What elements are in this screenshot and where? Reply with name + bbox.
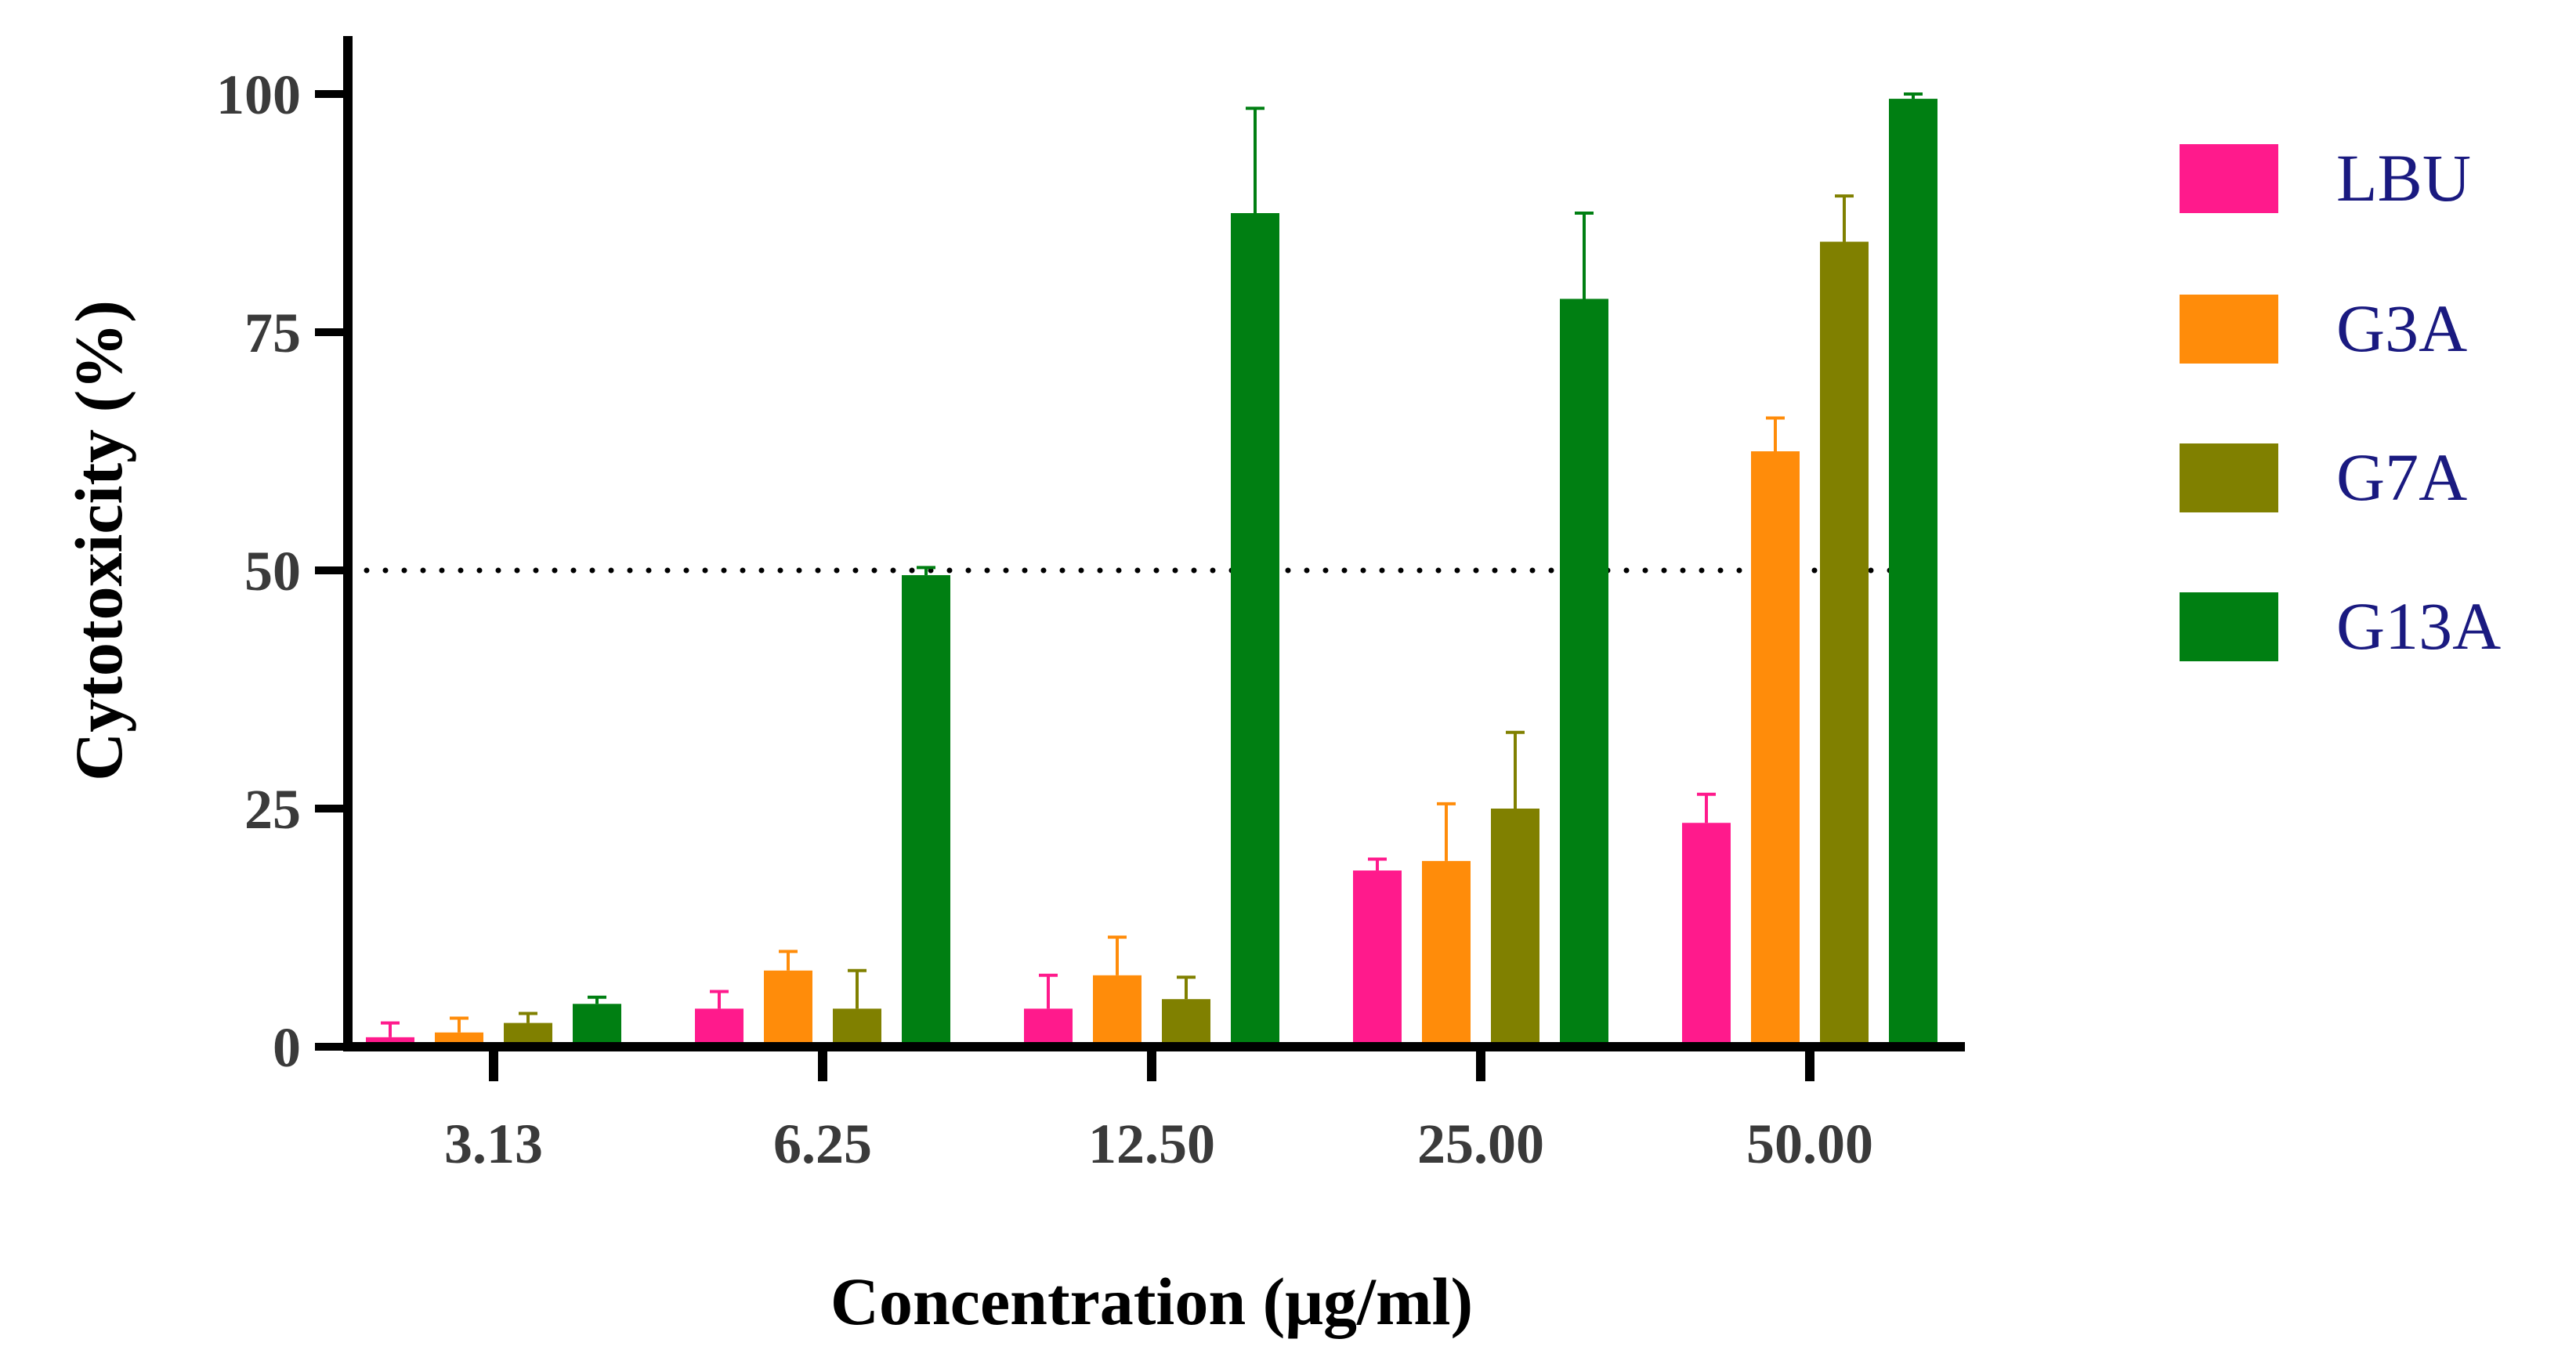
legend-item-g3a: G3A [2180, 291, 2467, 366]
bar-g13a-12.50 [1231, 213, 1279, 1047]
legend-item-g13a: G13A [2180, 588, 2501, 664]
error-bar-g7a-6.25 [848, 968, 867, 1009]
x-tick-label: 25.00 [1417, 1113, 1544, 1175]
bar-lbu-6.25 [695, 1008, 743, 1047]
legend-label-g7a: G7A [2336, 440, 2467, 515]
x-tick-label: 50.00 [1746, 1113, 1873, 1175]
bar-g7a-25.00 [1491, 809, 1539, 1047]
legend-item-lbu: LBU [2180, 140, 2471, 215]
error-bar-g3a-50.00 [1766, 416, 1785, 451]
bar-g3a-6.25 [764, 970, 812, 1047]
bar-g13a-3.13 [573, 1004, 621, 1047]
bar-g3a-50.00 [1751, 451, 1800, 1047]
x-tick-label: 3.13 [444, 1113, 543, 1175]
bar-g13a-25.00 [1560, 299, 1608, 1047]
bar-lbu-50.00 [1682, 823, 1731, 1047]
legend-label-g3a: G3A [2336, 291, 2467, 366]
error-bar-g7a-25.00 [1506, 730, 1525, 809]
bar-g3a-25.00 [1422, 860, 1471, 1047]
error-bar-g3a-25.00 [1437, 802, 1456, 861]
error-bar-g3a-3.13 [450, 1016, 469, 1033]
error-bar-lbu-25.00 [1368, 857, 1387, 871]
bar-g7a-12.50 [1162, 999, 1210, 1047]
bar-g3a-12.50 [1093, 975, 1141, 1047]
axes-layer: 0 25 50 75 100 3.13 6.25 12.50 25.00 50.00 [216, 36, 1965, 1175]
legend-swatch-g7a [2180, 443, 2278, 512]
y-tick-label: 50 [244, 540, 301, 603]
error-bar-g13a-6.25 [917, 566, 935, 576]
x-tick-label: 6.25 [773, 1113, 872, 1175]
error-bar-g7a-50.00 [1835, 194, 1854, 242]
error-bar-g13a-50.00 [1904, 92, 1923, 100]
legend-label-g13a: G13A [2336, 588, 2501, 664]
error-bar-g13a-3.13 [588, 995, 606, 1004]
y-axis-title: Cytotoxicity (%) [61, 300, 136, 781]
x-axis-title: Concentration (μg/ml) [830, 1264, 1473, 1339]
error-bar-lbu-6.25 [710, 990, 729, 1009]
bar-g13a-6.25 [902, 575, 950, 1047]
legend-label-lbu: LBU [2336, 140, 2471, 215]
legend-swatch-g13a [2180, 592, 2278, 661]
bar-g13a-50.00 [1889, 99, 1937, 1048]
error-bar-g3a-6.25 [779, 950, 798, 971]
error-bar-g7a-12.50 [1177, 975, 1196, 1000]
error-bar-g13a-25.00 [1575, 212, 1594, 299]
bar-g7a-50.00 [1820, 241, 1869, 1048]
legend: LBU G3A G7A G13A [2180, 140, 2501, 664]
y-tick-label: 25 [244, 778, 301, 841]
bar-g7a-6.25 [833, 1008, 881, 1047]
error-bar-g13a-12.50 [1246, 107, 1264, 213]
bar-lbu-12.50 [1024, 1008, 1073, 1047]
legend-swatch-g3a [2180, 295, 2278, 364]
error-bar-lbu-12.50 [1039, 973, 1058, 1009]
error-bar-g7a-3.13 [519, 1012, 537, 1023]
error-bar-lbu-3.13 [381, 1021, 400, 1037]
error-bar-lbu-50.00 [1697, 792, 1716, 823]
y-tick-label: 75 [244, 302, 301, 364]
bar-lbu-25.00 [1353, 870, 1402, 1047]
x-tick-label: 12.50 [1088, 1113, 1215, 1175]
legend-swatch-lbu [2180, 144, 2278, 213]
error-bar-g3a-12.50 [1108, 936, 1127, 975]
legend-item-g7a: G7A [2180, 440, 2467, 515]
y-tick-label: 0 [273, 1016, 301, 1079]
bars-layer [366, 92, 1937, 1048]
y-tick-label: 100 [216, 63, 301, 126]
